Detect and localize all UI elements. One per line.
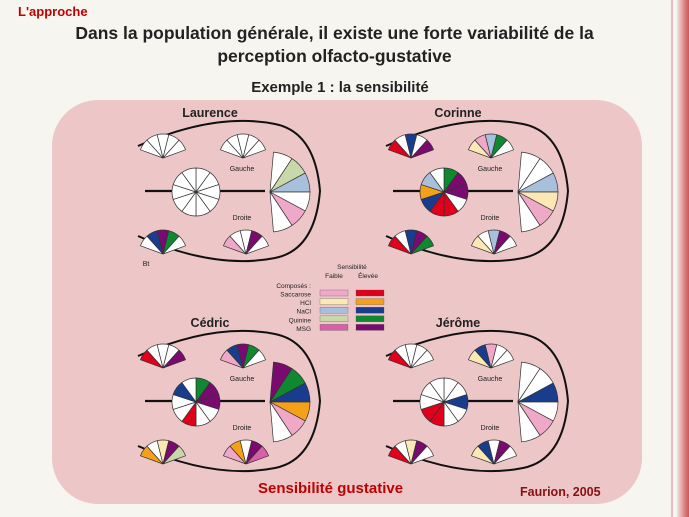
legend-swatch-high [355,298,385,305]
tongue-outline [385,119,570,263]
label-gauche: Gauche [478,166,503,173]
footer-caption: Sensibilité gustative [258,480,404,497]
slide-subtitle: Exemple 1 : la sensibilité [251,79,429,96]
label-droite: Droite [233,215,252,222]
legend-compounds-label: Composés : [276,283,311,290]
center-wedge [181,377,197,404]
legend-heading: Sensibilité [337,264,367,271]
fan-bottom-back-wedge [410,235,434,255]
label-gauche: Gauche [478,376,503,383]
fan-bottom-front-wedge [493,235,517,255]
fan-top-back-wedge [162,349,186,369]
label-droite: Droite [481,215,500,222]
legend-swatch-low [319,324,349,331]
right-edge-decoration [677,0,689,517]
tip-fan-wedge [517,191,541,233]
legend-item-name: Saccarose [280,292,311,299]
fan-top-back-wedge [410,139,434,159]
fan-bottom-front-wedge [245,445,269,465]
fan-bottom-back-wedge [162,445,186,465]
slide-title-line-2: perception olfacto-gustative [217,46,452,66]
legend-swatch-high [355,324,385,331]
legend-swatch-low [319,289,349,297]
footer-source: Faurion, 2005 [520,485,601,499]
center-wedge [181,167,197,194]
legend-item-name: Quinine [289,317,312,324]
legend-swatch-high [355,315,385,322]
center-wedge [429,167,445,194]
fan-top-front-wedge [490,139,514,159]
fan-top-front-wedge [242,349,266,369]
fan-top-front-wedge [242,139,266,159]
tip-fan-wedge [517,401,541,443]
label-gauche: Gauche [230,376,255,383]
subject-name: Laurence [182,106,238,120]
fan-top-front-wedge [490,349,514,369]
legend-col-high: Élevée [358,271,378,280]
fan-bottom-back-wedge [162,235,186,255]
tongue-outline [385,329,570,473]
legend-item-name: MSG [296,326,311,333]
label-droite: Droite [481,425,500,432]
tip-fan-wedge [269,401,293,443]
legend-swatch-low [319,307,349,314]
fan-bottom-back-wedge [410,445,434,465]
section-label: L'approche [18,4,88,19]
label-gauche: Gauche [230,166,255,173]
subject-name: Cédric [191,316,230,330]
legend-swatch-high [355,307,385,314]
tongue-outline [137,119,322,263]
subject-name: Jérôme [436,316,481,330]
legend-swatch-high [355,289,385,297]
fan-bottom-front-wedge [245,235,269,255]
fan-top-back-wedge [410,349,434,369]
legend-swatch-low [319,298,349,305]
legend-swatch-low [319,315,349,322]
legend-item-name: HCl [300,300,311,307]
label-droite: Droite [233,425,252,432]
right-edge-line [671,0,673,517]
fan-top-back-wedge [162,139,186,159]
slide-title-line-1: Dans la population générale, il existe u… [75,23,594,43]
tip-fan-wedge [269,191,293,233]
tongue-outline [137,329,322,473]
center-wedge [429,377,445,404]
subject-name: Corinne [434,106,481,120]
label-tip: Bt [143,261,150,268]
legend-col-low: Faible [325,273,343,280]
fan-bottom-front-wedge [493,445,517,465]
legend-item-name: NaCl [297,309,312,316]
